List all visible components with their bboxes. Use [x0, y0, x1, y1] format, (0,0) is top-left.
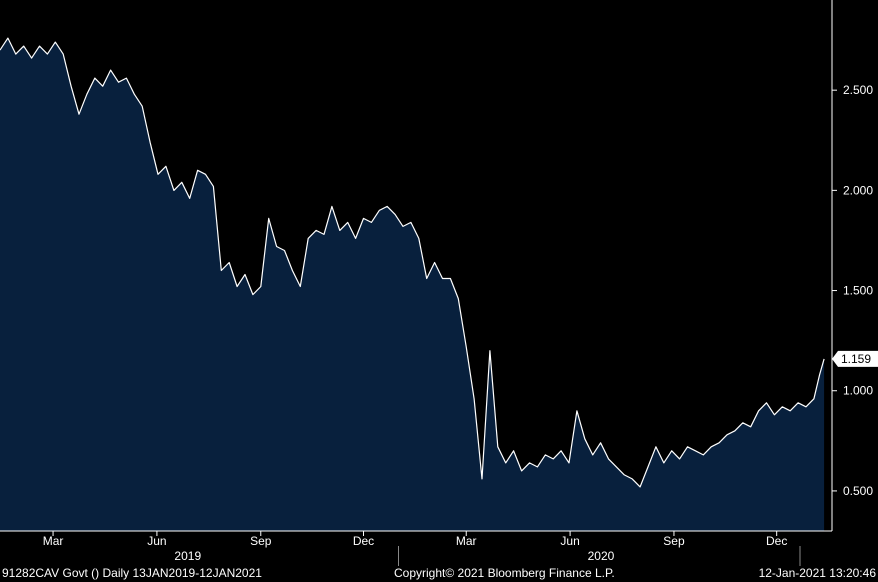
y-tick-label: 1.500 — [843, 284, 873, 298]
footer-copyright: Copyright© 2021 Bloomberg Finance L.P. — [394, 566, 615, 580]
y-tick-label: 2.000 — [843, 183, 873, 197]
security-name: 91282CAV Govt () — [2, 566, 100, 580]
x-tick-label: Sep — [250, 534, 272, 548]
year-labels: 2019 2020 — [174, 546, 801, 566]
footer-security: 91282CAV Govt () Daily 13JAN2019-12JAN20… — [2, 566, 262, 580]
last-value-flag — [832, 350, 878, 367]
date-range: Daily 13JAN2019-12JAN2021 — [102, 566, 262, 580]
x-tick-label: Jun — [560, 534, 579, 548]
last-value-label: 1.159 — [841, 352, 871, 366]
year-label: 2020 — [588, 549, 615, 563]
y-axis-ticks: 0.500 1.000 1.500 2.000 2.500 — [832, 83, 873, 498]
yield-line — [0, 37, 825, 488]
yield-area — [0, 38, 825, 531]
y-tick-label: 0.500 — [843, 484, 873, 498]
x-tick-label: Dec — [766, 534, 787, 548]
x-axis-ticks: Mar Jun Sep Dec Mar Jun Sep Dec — [43, 531, 787, 548]
x-tick-label: Sep — [663, 534, 685, 548]
y-tick-label: 1.000 — [843, 384, 873, 398]
x-tick-label: Mar — [43, 534, 64, 548]
last-value-marker: 1.159 — [832, 350, 878, 367]
year-label: 2019 — [174, 549, 201, 563]
footer-timestamp: 12-Jan-2021 13:20:46 — [758, 566, 876, 580]
x-tick-label: Jun — [147, 534, 166, 548]
x-tick-label: Mar — [456, 534, 477, 548]
y-tick-label: 2.500 — [843, 83, 873, 97]
x-tick-label: Dec — [353, 534, 374, 548]
